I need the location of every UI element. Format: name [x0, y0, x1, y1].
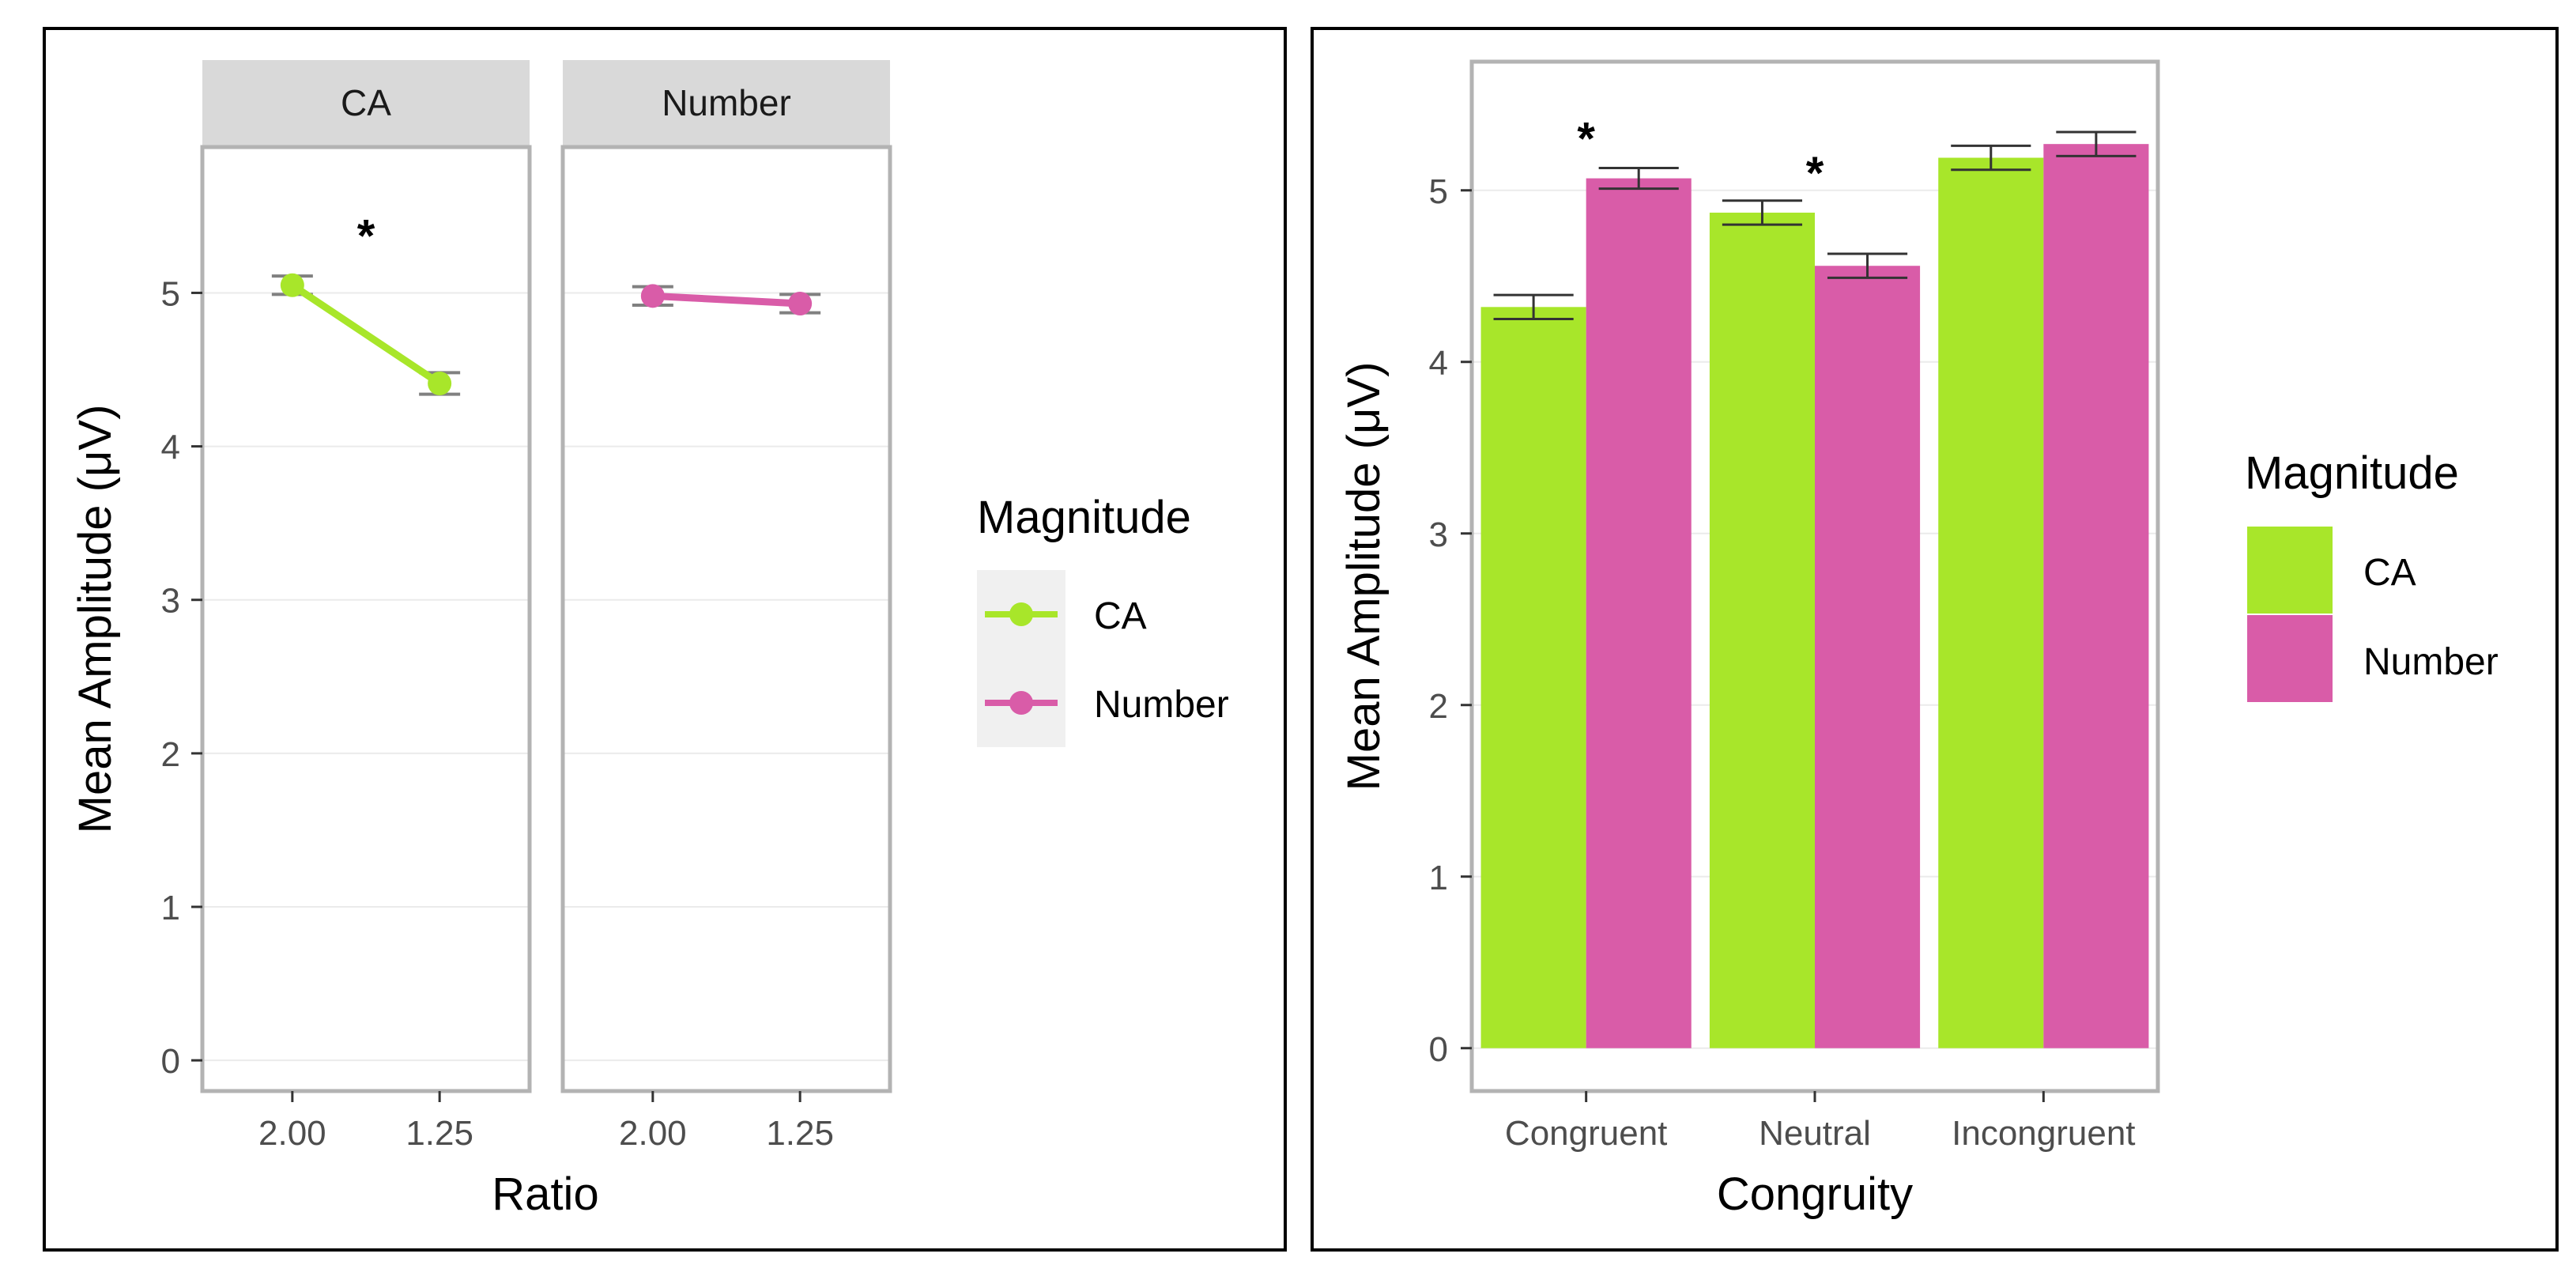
- bar-ca-incongruent: [1938, 157, 2044, 1048]
- error-bars: [1493, 130, 2137, 320]
- x-axis-ticks: 2.00 1.25 2.00 1.25: [258, 1091, 834, 1153]
- y-tick-label: 4: [161, 429, 180, 467]
- data-point-number: [788, 292, 813, 316]
- series-lines: [290, 281, 801, 387]
- x-tick-label: 2.00: [619, 1114, 687, 1153]
- annotations: *: [357, 211, 375, 262]
- legend-key-point-ca: [1009, 602, 1033, 626]
- data-points: [280, 273, 813, 395]
- legend-key-ca: [2247, 527, 2333, 614]
- y-tick-label: 2: [161, 735, 180, 774]
- gridlines: [202, 292, 890, 1062]
- y-tick-label: 0: [161, 1042, 180, 1081]
- data-point-number: [640, 284, 665, 308]
- bar-number-incongruent: [2043, 144, 2149, 1048]
- data-point-ca: [428, 371, 452, 395]
- line-chart-panel: CA Number 0 1 2 3 4 5 2.00 1.25 2.00 1.25 * Rati…: [43, 27, 1287, 1252]
- y-tick-label: 2: [1429, 687, 1448, 726]
- bar-number-congruent: [1586, 178, 1692, 1048]
- facet-frame-number: [560, 145, 892, 1093]
- legend-title: Magnitude: [977, 492, 1191, 543]
- facet-strip-number: [563, 60, 890, 145]
- series-line-ca: [290, 281, 442, 387]
- y-axis-title: Mean Amplitude (μV): [1338, 362, 1390, 791]
- bar-ca-neutral: [1709, 212, 1815, 1048]
- x-tick-label: 1.25: [405, 1114, 473, 1153]
- y-tick-label: 3: [1429, 515, 1448, 554]
- legend-key-point-number: [1009, 691, 1033, 715]
- significance-marker: *: [1806, 148, 1824, 199]
- y-tick-label: 3: [161, 582, 180, 621]
- y-tick-label: 4: [1429, 344, 1448, 383]
- y-tick-label: 5: [161, 274, 180, 313]
- legend: Magnitude CA Number: [2245, 447, 2499, 702]
- legend: Magnitude CA Number: [977, 492, 1229, 747]
- facet-label-ca: CA: [341, 82, 391, 123]
- series-line-number: [652, 292, 801, 308]
- data-point-ca: [280, 273, 304, 297]
- y-axis-title: Mean Amplitude (μV): [70, 405, 121, 834]
- y-axis-ticks: 0 1 2 3 4 5: [161, 274, 202, 1081]
- legend-title: Magnitude: [2245, 447, 2459, 499]
- annotations: **: [1577, 114, 1824, 199]
- facet-label-number: Number: [662, 82, 791, 123]
- x-tick-label: 2.00: [258, 1114, 326, 1153]
- x-tick-label: Neutral: [1759, 1114, 1871, 1153]
- x-tick-label: 1.25: [766, 1114, 834, 1153]
- bar-number-neutral: [1815, 266, 1921, 1048]
- legend-label-number: Number: [2363, 641, 2499, 683]
- y-tick-label: 1: [161, 889, 180, 927]
- x-axis-title: Ratio: [492, 1169, 598, 1220]
- panel-border: [43, 27, 1287, 1252]
- y-tick-label: 0: [1429, 1030, 1448, 1069]
- bar-ca-congruent: [1480, 307, 1586, 1048]
- y-tick-label: 1: [1429, 859, 1448, 897]
- facet-strip-ca: [202, 60, 530, 145]
- x-axis-title: Congruity: [1717, 1169, 1913, 1220]
- significance-marker: *: [357, 211, 375, 262]
- x-tick-label: Congruent: [1505, 1114, 1667, 1153]
- x-tick-label: Incongruent: [1952, 1114, 2135, 1153]
- legend-label-number: Number: [1094, 684, 1229, 726]
- facet-frame-ca: [200, 145, 532, 1093]
- bars: [1480, 144, 2149, 1048]
- x-axis-ticks: Congruent Neutral Incongruent: [1505, 1091, 2136, 1153]
- legend-key-number: [2247, 615, 2333, 702]
- y-tick-label: 5: [1429, 172, 1448, 211]
- legend-label-ca: CA: [1094, 595, 1147, 637]
- legend-label-ca: CA: [2363, 552, 2416, 594]
- y-axis-ticks: 0 1 2 3 4 5: [1429, 172, 1472, 1069]
- significance-marker: *: [1577, 114, 1595, 165]
- legend-key-background: [977, 570, 1065, 747]
